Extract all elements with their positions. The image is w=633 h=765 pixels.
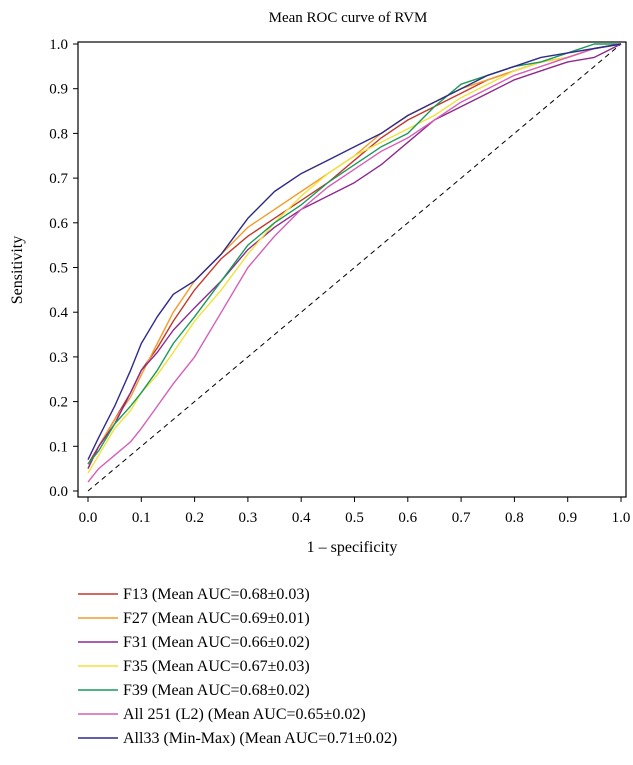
legend-label-5: F39 (Mean AUC=0.68±0.02) <box>123 682 310 699</box>
x-tick-label: 0.0 <box>79 510 98 526</box>
y-axis-ticks: 0.0 0.1 0.2 0.3 0.4 0.5 0.6 0.7 0.8 0.9 1.0 <box>49 37 78 500</box>
legend-label-6: All 251 (L2) (Mean AUC=0.65±0.02) <box>123 706 366 723</box>
x-tick-label: 0.9 <box>558 510 577 526</box>
series-line-4 <box>87 43 622 474</box>
legend-label-1: F13 (Mean AUC=0.68±0.03) <box>123 586 310 603</box>
plot-area <box>77 41 627 498</box>
series-line-6 <box>87 43 622 483</box>
y-tick-label: 1.0 <box>49 37 68 53</box>
legend: F13 (Mean AUC=0.68±0.03) F27 (Mean AUC=0.… <box>78 586 397 747</box>
legend-label-3: F31 (Mean AUC=0.66±0.02) <box>123 634 310 651</box>
y-tick-label: 0.2 <box>49 395 68 411</box>
reference-diagonal-line <box>87 43 622 492</box>
x-axis-title: 1 – specificity <box>307 539 398 556</box>
y-axis-title: Sensitivity <box>9 236 26 304</box>
x-tick-label: 1.0 <box>612 510 631 526</box>
y-tick-label: 0.8 <box>49 126 68 142</box>
y-tick-label: 0.3 <box>49 350 68 366</box>
series-layer <box>87 43 622 483</box>
y-tick-label: 0.9 <box>49 82 68 98</box>
y-tick-label: 0.5 <box>49 261 68 277</box>
x-tick-label: 0.2 <box>185 510 204 526</box>
y-tick-label: 0.7 <box>49 171 68 187</box>
x-axis-ticks: 0.0 0.1 0.2 0.3 0.4 0.5 0.6 0.7 0.8 0.9 1.0 <box>79 497 631 526</box>
series-line-7 <box>87 43 622 461</box>
y-tick-label: 0.6 <box>49 216 68 232</box>
x-tick-label: 0.1 <box>132 510 151 526</box>
chart-title: Mean ROC curve of RVM <box>269 10 428 26</box>
x-tick-label: 0.7 <box>452 510 471 526</box>
y-tick-label: 0.1 <box>49 439 68 455</box>
plot-frame <box>77 41 627 498</box>
legend-label-7: All33 (Min-Max) (Mean AUC=0.71±0.02) <box>123 730 397 747</box>
series-line-5 <box>87 43 621 465</box>
x-tick-label: 0.8 <box>505 510 524 526</box>
x-tick-label: 0.5 <box>345 510 364 526</box>
x-tick-label: 0.6 <box>398 510 417 526</box>
series-line-3 <box>87 43 622 469</box>
series-line-2 <box>87 43 622 469</box>
y-tick-label: 0.0 <box>49 484 68 500</box>
series-line-1 <box>87 43 622 465</box>
x-tick-label: 0.4 <box>292 510 311 526</box>
y-tick-label: 0.4 <box>49 305 68 321</box>
legend-label-4: F35 (Mean AUC=0.67±0.03) <box>123 658 310 675</box>
x-tick-label: 0.3 <box>239 510 258 526</box>
legend-label-2: F27 (Mean AUC=0.69±0.01) <box>123 610 310 627</box>
